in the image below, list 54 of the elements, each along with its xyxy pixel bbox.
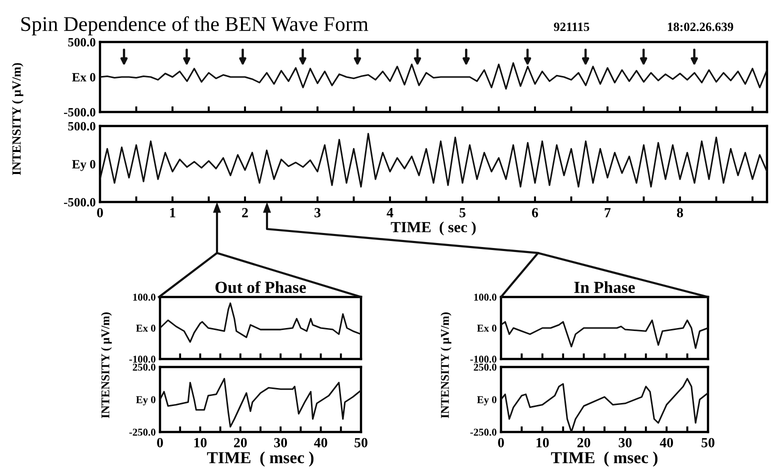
- y-axis-title: INTENSITY ( μV/m): [101, 312, 112, 418]
- x-axis-title: TIME ( sec ): [390, 222, 476, 236]
- text: 921115: [554, 22, 590, 32]
- x-axis-title: TIME ( msec ): [551, 452, 658, 467]
- y-tick-label: Ex 0: [477, 324, 496, 332]
- y-tick-label: Ey 0: [477, 396, 496, 406]
- x-tick-label: 50: [702, 438, 714, 448]
- x-tick-label: 30: [274, 438, 288, 448]
- x-tick-label: 0: [157, 438, 163, 448]
- x-tick-label: 6: [532, 208, 538, 218]
- y-axis-title: INTENSITY ( μV/m): [440, 312, 452, 418]
- y-tick-label: Ex 0: [72, 73, 96, 82]
- y-axis-title: INTENSITY ( μV/m): [12, 63, 24, 176]
- x-tick-label: 10: [194, 438, 207, 448]
- y-tick-label: -500.0: [64, 108, 96, 117]
- x-tick-label: 4: [386, 208, 394, 218]
- y-tick-label: -100.0: [129, 356, 156, 363]
- x-tick-label: 1: [170, 208, 176, 218]
- y-tick-label: 250.0: [474, 364, 496, 371]
- x-tick-label: 7: [604, 208, 611, 218]
- y-tick-label: -500.0: [64, 198, 96, 207]
- y-tick-label: 500.0: [68, 38, 96, 47]
- x-tick-label: 20: [234, 438, 247, 448]
- y-tick-label: 100.0: [133, 294, 156, 301]
- x-tick-label: 50: [354, 438, 368, 448]
- text: 18:02.26.639: [668, 22, 734, 32]
- line-series: [160, 378, 361, 428]
- y-tick-label: -100.0: [470, 356, 496, 363]
- x-axis-title: TIME ( msec ): [207, 452, 314, 467]
- x-tick-label: 40: [660, 438, 674, 448]
- x-tick-label: 5: [460, 208, 466, 218]
- x-tick-label: 2: [242, 208, 248, 218]
- y-tick-label: 500.0: [68, 122, 96, 131]
- y-tick-label: 100.0: [474, 294, 496, 301]
- line-series: [160, 302, 361, 343]
- chart-title: Out of Phase: [215, 281, 306, 294]
- x-tick-label: 20: [577, 438, 590, 448]
- x-tick-label: 8: [676, 208, 684, 218]
- x-tick-label: 0: [97, 208, 103, 218]
- y-tick-label: -250.0: [129, 428, 156, 436]
- x-tick-label: 10: [536, 438, 549, 448]
- y-tick-label: Ey 0: [72, 160, 96, 172]
- y-tick-label: -250.0: [470, 428, 496, 436]
- y-tick-label: Ex 0: [136, 324, 156, 332]
- line-series: [100, 132, 767, 188]
- x-tick-label: 30: [618, 438, 632, 448]
- x-tick-label: 40: [314, 438, 328, 448]
- chart-title: In Phase: [574, 281, 635, 293]
- y-tick-label: Ey 0: [136, 396, 156, 406]
- line-series: [501, 319, 708, 349]
- y-tick-label: 250.0: [132, 364, 156, 371]
- x-tick-label: 0: [498, 438, 504, 448]
- chart-title: Spin Dependence of the BEN Wave Form: [21, 16, 368, 36]
- x-tick-label: 3: [314, 208, 320, 218]
